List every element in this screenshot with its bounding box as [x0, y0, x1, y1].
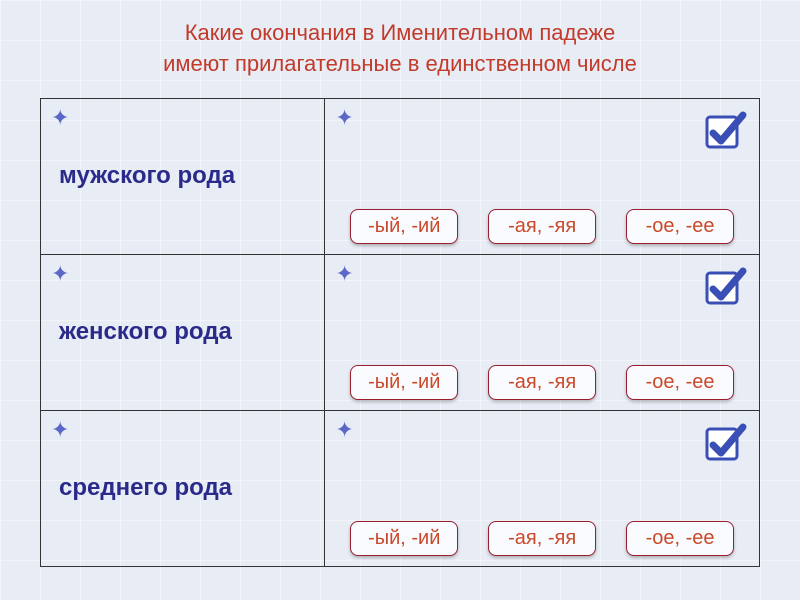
option-cell-feminine: ✦ -ый, -ий -ая, -яя -ое, -ее — [325, 254, 760, 410]
sparkle-icon: ✦ — [335, 263, 353, 285]
option-cell-masculine: ✦ -ый, -ий -ая, -яя -ое, -ее — [325, 98, 760, 254]
label-cell-masculine: ✦ мужского рода — [41, 98, 325, 254]
title-line-2: имеют прилагательные в единственном числ… — [163, 51, 637, 76]
label-cell-feminine: ✦ женского рода — [41, 254, 325, 410]
ending-option-oe-ee[interactable]: -ое, -ее — [626, 521, 734, 556]
ending-option-yy-iy[interactable]: -ый, -ий — [350, 365, 458, 400]
sparkle-icon: ✦ — [51, 107, 69, 129]
ending-option-aya-yaya[interactable]: -ая, -яя — [488, 209, 596, 244]
gender-label-feminine: женского рода — [59, 318, 232, 345]
sparkle-icon: ✦ — [335, 419, 353, 441]
sparkle-icon: ✦ — [335, 107, 353, 129]
gender-label-masculine: мужского рода — [59, 162, 235, 189]
sparkle-icon: ✦ — [51, 419, 69, 441]
check-icon[interactable] — [703, 109, 747, 153]
ending-option-yy-iy[interactable]: -ый, -ий — [350, 521, 458, 556]
check-icon[interactable] — [703, 265, 747, 309]
ending-option-aya-yaya[interactable]: -ая, -яя — [488, 365, 596, 400]
ending-option-aya-yaya[interactable]: -ая, -яя — [488, 521, 596, 556]
sparkle-icon: ✦ — [51, 263, 69, 285]
grammar-table: ✦ мужского рода ✦ -ый, -ий -ая, -яя -ое,… — [40, 98, 760, 567]
ending-option-yy-iy[interactable]: -ый, -ий — [350, 209, 458, 244]
title-line-1: Какие окончания в Именительном падеже — [185, 20, 616, 45]
label-cell-neuter: ✦ среднего рода — [41, 410, 325, 566]
ending-option-oe-ee[interactable]: -ое, -ее — [626, 365, 734, 400]
check-icon[interactable] — [703, 421, 747, 465]
page-title: Какие окончания в Именительном падеже им… — [0, 18, 800, 80]
option-cell-neuter: ✦ -ый, -ий -ая, -яя -ое, -ее — [325, 410, 760, 566]
gender-label-neuter: среднего рода — [59, 474, 232, 501]
ending-option-oe-ee[interactable]: -ое, -ее — [626, 209, 734, 244]
